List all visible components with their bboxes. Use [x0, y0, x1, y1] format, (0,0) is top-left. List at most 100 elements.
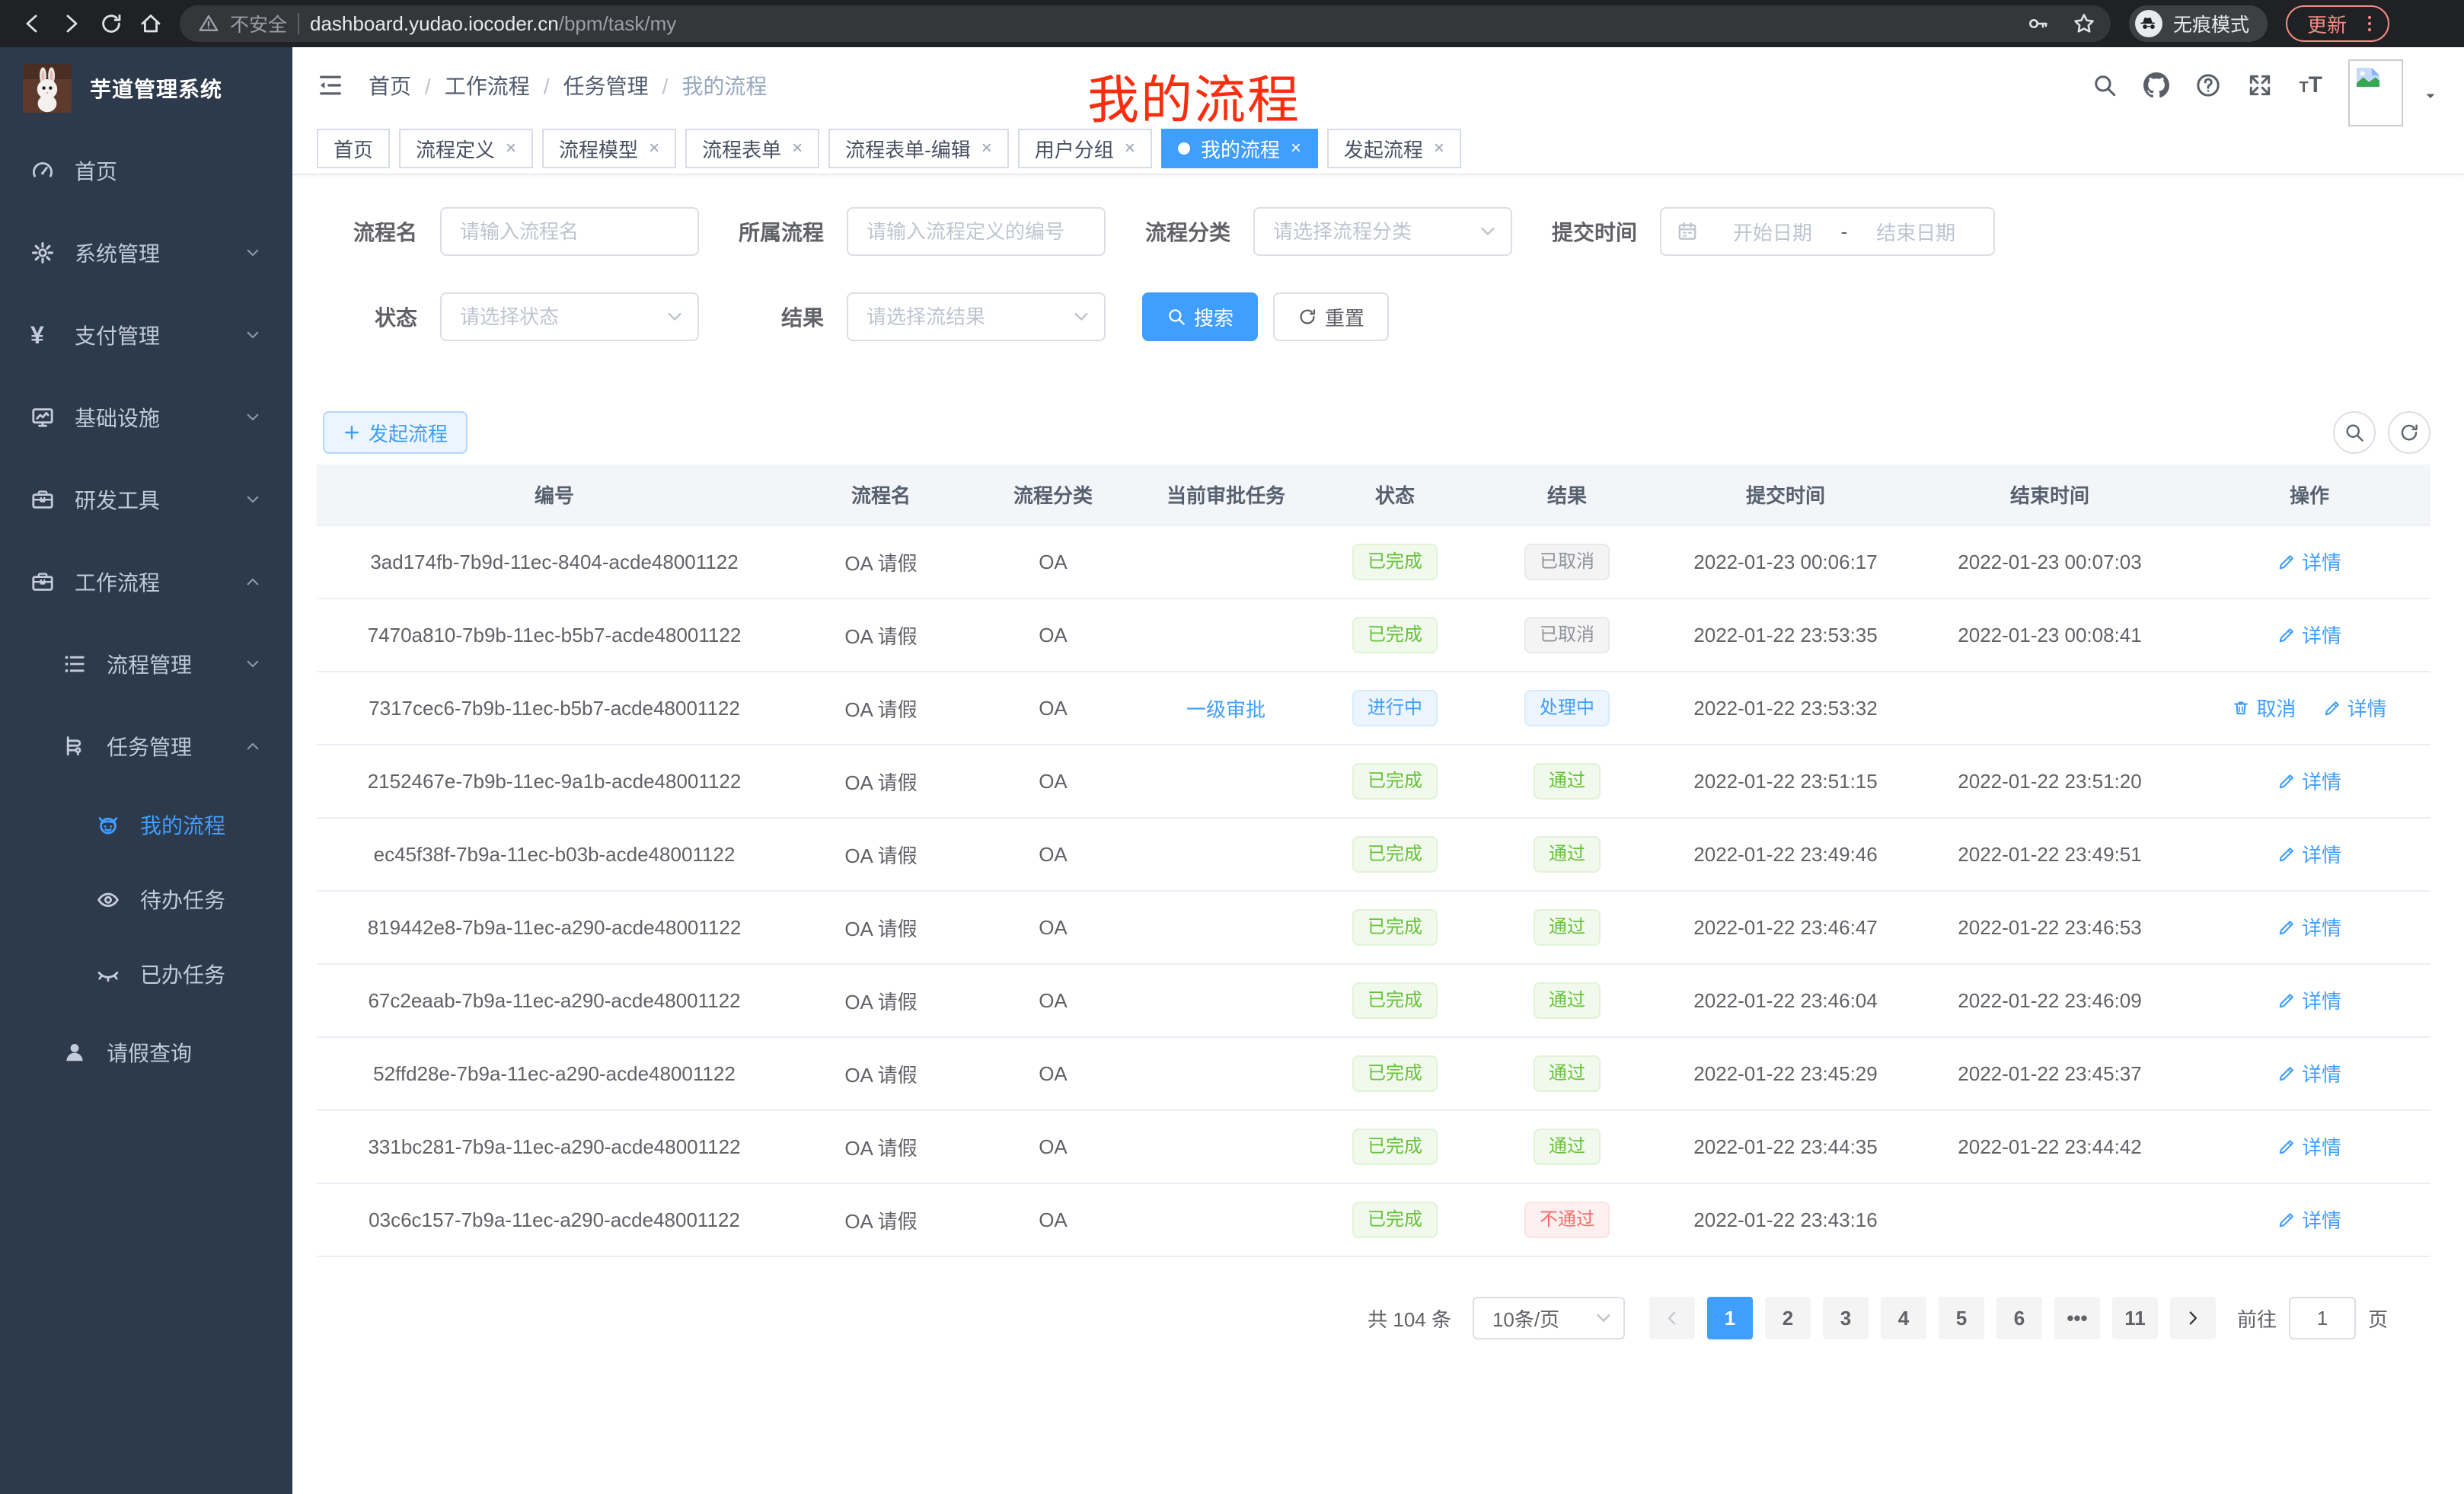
- goto-page-input[interactable]: [2288, 1297, 2356, 1339]
- sidebar-item-label: 首页: [75, 160, 118, 184]
- detail-link[interactable]: 详情: [2277, 913, 2341, 941]
- table-row[interactable]: 03c6c157-7b9a-11ec-a290-acde48001122 OA …: [317, 1183, 2430, 1257]
- sidebar-item[interactable]: 流程管理: [0, 623, 292, 705]
- menu-dots-icon[interactable]: [2359, 13, 2380, 34]
- page-button[interactable]: •••: [2054, 1297, 2100, 1339]
- start-process-button[interactable]: 发起流程: [323, 411, 468, 454]
- page-button[interactable]: 5: [1938, 1297, 1984, 1339]
- view-tab[interactable]: 流程表单 ×: [685, 129, 820, 168]
- github-icon[interactable]: [2143, 72, 2170, 98]
- detail-link[interactable]: 详情: [2277, 840, 2341, 868]
- help-icon[interactable]: [2195, 72, 2221, 98]
- sidebar-item[interactable]: 待办任务: [0, 862, 292, 937]
- result-badge: 通过: [1534, 1055, 1601, 1092]
- close-icon[interactable]: ×: [506, 138, 517, 158]
- home-button[interactable]: [131, 4, 171, 43]
- sidebar-item-label: 待办任务: [140, 889, 226, 912]
- detail-link[interactable]: 详情: [2277, 986, 2341, 1014]
- cancel-link[interactable]: 取消: [2232, 694, 2296, 722]
- detail-link[interactable]: 详情: [2277, 1205, 2341, 1234]
- page-size-select[interactable]: [1472, 1297, 1625, 1339]
- view-tab[interactable]: 流程模型 ×: [542, 129, 677, 168]
- detail-link[interactable]: 详情: [2323, 694, 2387, 722]
- bookmark-star-icon[interactable]: [2073, 12, 2095, 35]
- back-button[interactable]: [12, 4, 52, 43]
- sidebar-item[interactable]: 请假查询: [0, 1011, 292, 1093]
- table-row[interactable]: ec45f38f-7b9a-11ec-b03b-acde48001122 OA …: [317, 818, 2430, 892]
- page-button[interactable]: 11: [2111, 1297, 2158, 1339]
- sidebar-item[interactable]: 系统管理: [0, 212, 292, 294]
- page-button[interactable]: 6: [1996, 1297, 2042, 1339]
- chrome-update-button[interactable]: 更新: [2286, 5, 2390, 42]
- close-icon[interactable]: ×: [981, 138, 992, 158]
- show-search-button[interactable]: [2333, 411, 2376, 454]
- current-task-link[interactable]: 一级审批: [1186, 698, 1266, 721]
- reload-button[interactable]: [91, 4, 131, 43]
- detail-link[interactable]: 详情: [2277, 767, 2341, 795]
- close-icon[interactable]: ×: [649, 138, 660, 158]
- sidebar-item[interactable]: ¥ 支付管理: [0, 294, 292, 376]
- table-row[interactable]: 7470a810-7b9b-11ec-b5b7-acde48001122 OA …: [317, 599, 2430, 672]
- close-icon[interactable]: ×: [1433, 138, 1444, 158]
- table-row[interactable]: 3ad174fb-7b9d-11ec-8404-acde48001122 OA …: [317, 525, 2430, 599]
- sidebar-item[interactable]: 已办任务: [0, 937, 292, 1011]
- table-row[interactable]: 2152467e-7b9b-11ec-9a1b-acde48001122 OA …: [317, 745, 2430, 819]
- avatar-caret-icon[interactable]: [2421, 87, 2440, 105]
- sidebar-item[interactable]: 我的流程: [0, 787, 292, 862]
- chevron-down-icon: [1593, 1307, 1614, 1329]
- reset-button[interactable]: 重置: [1273, 292, 1390, 341]
- breadcrumb-item[interactable]: 任务管理: [563, 70, 682, 101]
- detail-link[interactable]: 详情: [2277, 621, 2341, 649]
- date-range-picker[interactable]: 开始日期 - 结束日期: [1660, 207, 1995, 256]
- page-button[interactable]: 2: [1764, 1297, 1811, 1339]
- detail-link[interactable]: 详情: [2277, 1132, 2341, 1160]
- view-tab[interactable]: 我的流程 ×: [1160, 129, 1318, 168]
- definition-input[interactable]: [847, 207, 1106, 256]
- sidebar-item[interactable]: 基础设施: [0, 376, 292, 458]
- table-row[interactable]: 331bc281-7b9a-11ec-a290-acde48001122 OA …: [317, 1110, 2430, 1184]
- sidebar-item[interactable]: 工作流程: [0, 541, 292, 623]
- address-bar[interactable]: 不安全 dashboard.yudao.iocoder.cn/bpm/task/…: [180, 5, 2111, 42]
- search-button[interactable]: 搜索: [1142, 292, 1259, 341]
- sidebar-item[interactable]: 首页: [0, 129, 292, 212]
- sidebar-item[interactable]: 研发工具: [0, 458, 292, 541]
- result-select[interactable]: [847, 292, 1106, 341]
- name-input[interactable]: [440, 207, 699, 256]
- table-row[interactable]: 67c2eaab-7b9a-11ec-a290-acde48001122 OA …: [317, 964, 2430, 1038]
- view-tab[interactable]: 用户分组 ×: [1017, 129, 1152, 168]
- close-icon[interactable]: ×: [1290, 138, 1301, 158]
- view-tab[interactable]: 流程表单-编辑 ×: [828, 129, 1009, 168]
- view-tab[interactable]: 发起流程 ×: [1326, 129, 1461, 168]
- breadcrumb-item[interactable]: 首页: [369, 70, 445, 101]
- process-category: OA: [970, 525, 1136, 599]
- page-button[interactable]: 4: [1880, 1297, 1926, 1339]
- detail-link[interactable]: 详情: [2277, 1059, 2341, 1087]
- user-avatar[interactable]: [2348, 59, 2403, 126]
- next-page-button[interactable]: [2169, 1297, 2216, 1339]
- end-date-placeholder[interactable]: 结束日期: [1876, 221, 1956, 244]
- search-icon[interactable]: [2092, 72, 2118, 98]
- status-select[interactable]: [440, 292, 699, 341]
- fullscreen-icon[interactable]: [2247, 72, 2273, 98]
- sidebar-item[interactable]: 任务管理: [0, 705, 292, 787]
- start-date-placeholder[interactable]: 开始日期: [1732, 221, 1812, 244]
- view-tab[interactable]: 首页: [317, 129, 391, 168]
- table-row[interactable]: 7317cec6-7b9b-11ec-b5b7-acde48001122 OA …: [317, 672, 2430, 745]
- table-row[interactable]: 52ffd28e-7b9a-11ec-a290-acde48001122 OA …: [317, 1037, 2430, 1111]
- password-key-icon[interactable]: [2027, 12, 2050, 35]
- page-button[interactable]: 3: [1822, 1297, 1869, 1339]
- table-row[interactable]: 819442e8-7b9a-11ec-a290-acde48001122 OA …: [317, 891, 2430, 965]
- sidebar-fold-icon[interactable]: [317, 72, 344, 99]
- close-icon[interactable]: ×: [792, 138, 803, 158]
- font-size-icon[interactable]: TT: [2299, 72, 2322, 97]
- breadcrumb-item[interactable]: 我的流程: [681, 75, 768, 98]
- breadcrumb-item[interactable]: 工作流程: [445, 70, 563, 101]
- detail-link[interactable]: 详情: [2277, 547, 2341, 576]
- page-button[interactable]: 1: [1706, 1297, 1753, 1339]
- refresh-list-button[interactable]: [2388, 411, 2430, 454]
- prev-page-button[interactable]: [1649, 1297, 1695, 1339]
- view-tab[interactable]: 流程定义 ×: [399, 129, 534, 168]
- forward-button[interactable]: [52, 4, 91, 43]
- category-select[interactable]: [1253, 207, 1512, 256]
- close-icon[interactable]: ×: [1124, 138, 1135, 158]
